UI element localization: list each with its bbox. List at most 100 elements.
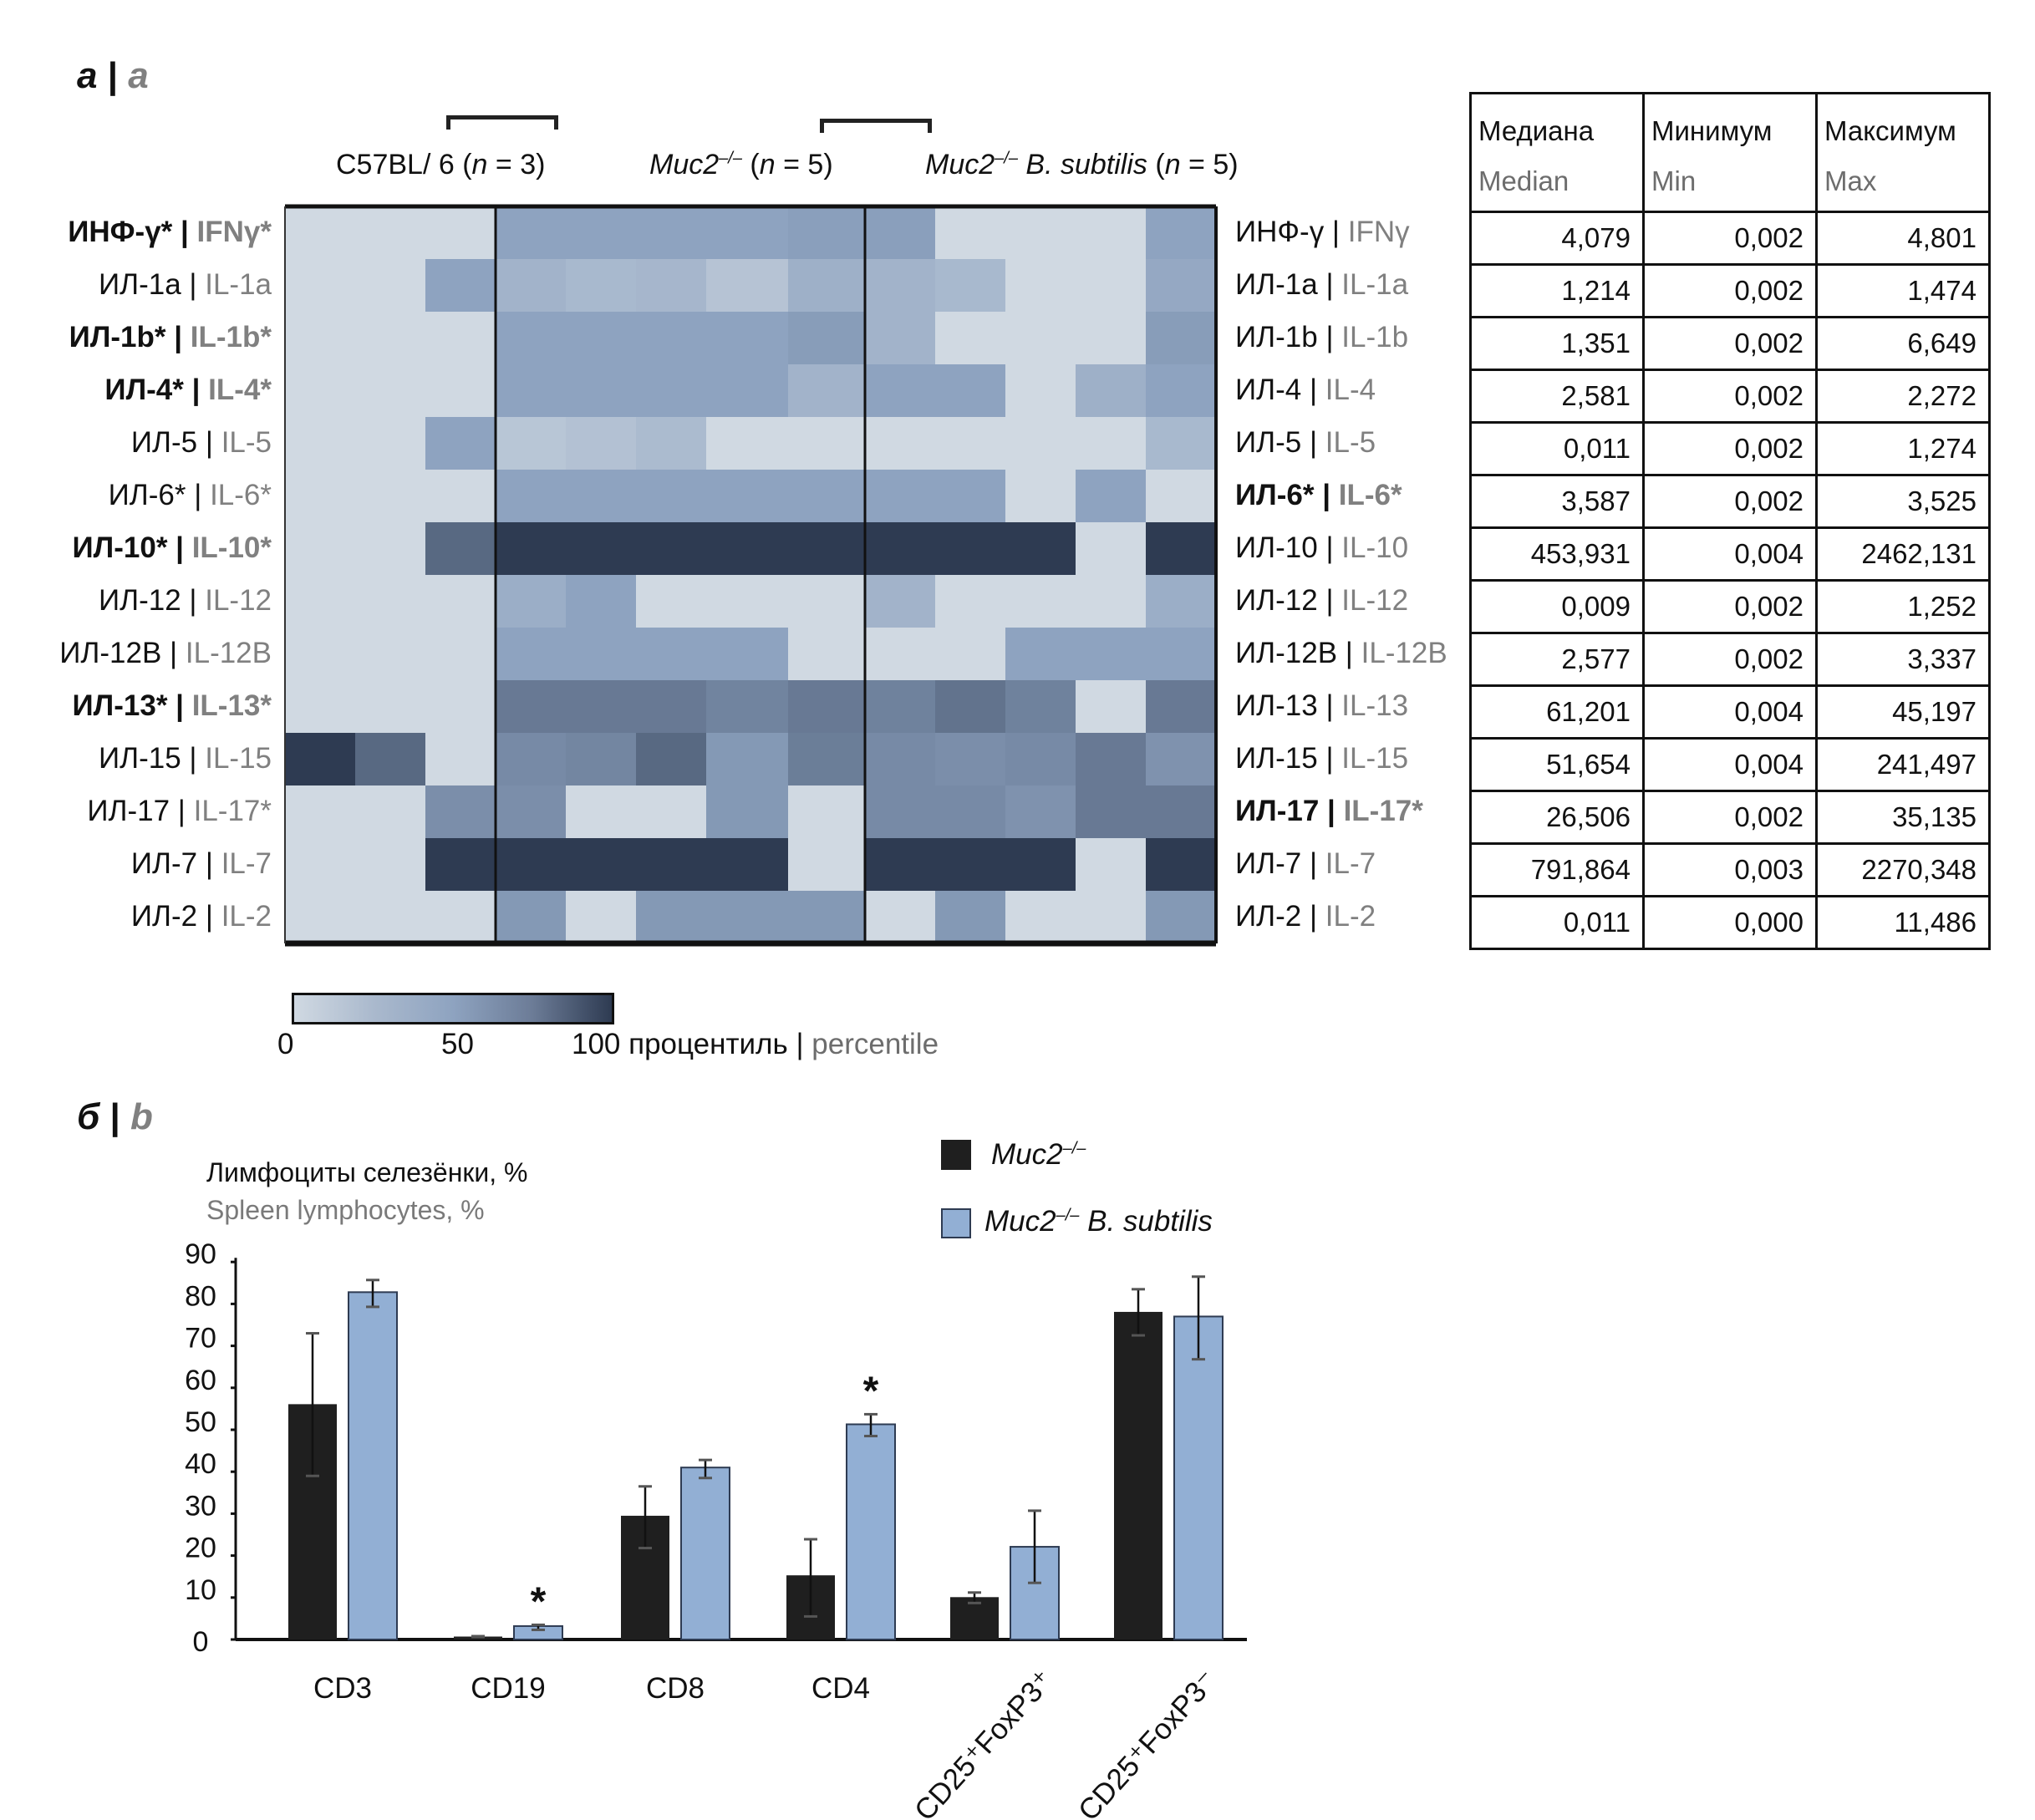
row-label-en: IL-13* bbox=[191, 689, 272, 722]
heatmap-cell bbox=[1076, 364, 1147, 418]
header-max-ru: Максимум bbox=[1824, 115, 1956, 146]
heatmap-cell bbox=[1146, 470, 1217, 523]
heatmap-cell bbox=[1146, 522, 1217, 576]
heatmap-cell bbox=[355, 312, 426, 365]
row-label-ru: ИЛ-10 bbox=[1235, 531, 1318, 564]
group-bracket-1 bbox=[446, 115, 558, 130]
heatmap-cell bbox=[566, 838, 637, 892]
stats-row: 61,201 0,004 45,197 bbox=[1469, 684, 1991, 740]
max-cell: 3,337 bbox=[1815, 632, 1991, 687]
bar-muc2 bbox=[1114, 1311, 1162, 1640]
heatmap-cell bbox=[425, 785, 496, 839]
median-cell: 4,079 bbox=[1469, 211, 1645, 266]
heatmap-cell bbox=[355, 785, 426, 839]
heatmap-cell bbox=[1146, 364, 1217, 418]
heatmap-cell bbox=[935, 785, 1006, 839]
heatmap-cell bbox=[425, 364, 496, 418]
stats-row: 0,011 0,002 1,274 bbox=[1469, 421, 1991, 476]
panel-a-label-ru: а bbox=[77, 55, 98, 96]
heatmap-cell bbox=[865, 680, 936, 734]
y-tick-label: 50 bbox=[185, 1406, 216, 1438]
heatmap-cell bbox=[636, 364, 707, 418]
cytokine-stats-table: Медиана Median Минимум Min Максимум Max 4,0… bbox=[1469, 92, 1991, 950]
bar-muc2 bbox=[950, 1597, 999, 1640]
heatmap-cell bbox=[788, 312, 866, 365]
row-label-ru: ИЛ-10* bbox=[72, 531, 168, 564]
heatmap-cell bbox=[706, 733, 789, 786]
heatmap-cell bbox=[865, 206, 936, 260]
heatmap-cell bbox=[1076, 680, 1147, 734]
row-label-left: ИЛ-10* | IL-10* bbox=[72, 531, 272, 564]
significance-asterisk: * bbox=[531, 1579, 547, 1624]
min-cell: 0,003 bbox=[1642, 842, 1818, 897]
median-cell: 26,506 bbox=[1469, 790, 1645, 845]
heatmap-cell bbox=[425, 259, 496, 313]
colorbar-tick-0: 0 bbox=[277, 1028, 294, 1060]
median-cell: 1,214 bbox=[1469, 263, 1645, 318]
heatmap-cell bbox=[285, 785, 356, 839]
row-label-right: ИЛ-7 | IL-7 bbox=[1235, 847, 1376, 880]
heatmap-cell bbox=[566, 417, 637, 470]
heatmap-cell bbox=[1146, 785, 1217, 839]
heatmap-cell bbox=[355, 891, 426, 944]
heatmap-cell bbox=[496, 838, 567, 892]
group-n: (n = 3) bbox=[454, 149, 546, 180]
min-cell: 0,002 bbox=[1642, 474, 1818, 529]
heatmap-cell bbox=[865, 522, 936, 576]
heatmap-cell bbox=[425, 417, 496, 470]
heatmap-cell bbox=[1005, 364, 1076, 418]
colorbar-label: 100 процентиль | percentile bbox=[572, 1028, 939, 1060]
stats-row: 51,654 0,004 241,497 bbox=[1469, 737, 1991, 792]
row-label-ru: ИЛ-5 bbox=[1235, 426, 1302, 459]
row-label-ru: ИЛ-1b bbox=[1235, 321, 1318, 353]
legend-label-muc2: Muc2–/– bbox=[991, 1138, 1086, 1171]
heatmap-cell bbox=[706, 206, 789, 260]
row-label-right: ИЛ-1a | IL-1a bbox=[1235, 268, 1409, 301]
heatmap-cell bbox=[865, 312, 936, 365]
heatmap-cell bbox=[566, 522, 637, 576]
max-cell: 35,135 bbox=[1815, 790, 1991, 845]
max-cell: 4,801 bbox=[1815, 211, 1991, 266]
heatmap-cell bbox=[1005, 891, 1076, 944]
heatmap-cell bbox=[1005, 628, 1076, 681]
heatmap-cell bbox=[935, 470, 1006, 523]
heatmap-cell bbox=[566, 312, 637, 365]
heatmap-cell bbox=[285, 470, 356, 523]
row-label-en: IL-15 bbox=[205, 742, 272, 775]
heatmap-cell bbox=[935, 364, 1006, 418]
heatmap-cell bbox=[285, 680, 356, 734]
heatmap-cell bbox=[566, 364, 637, 418]
heatmap-cell bbox=[935, 522, 1006, 576]
row-label-en: IL-2 bbox=[1325, 900, 1376, 933]
median-cell: 3,587 bbox=[1469, 474, 1645, 529]
heatmap-cell bbox=[355, 259, 426, 313]
heatmap-cell bbox=[865, 838, 936, 892]
heatmap-cell bbox=[636, 838, 707, 892]
group-n: (n = 5) bbox=[741, 149, 833, 180]
row-label-left: ИЛ-17 | IL-17* bbox=[87, 795, 272, 827]
max-cell: 6,649 bbox=[1815, 316, 1991, 371]
heatmap-cell bbox=[706, 838, 789, 892]
row-label-ru: ИЛ-7 bbox=[130, 847, 198, 880]
row-label-en: IL-12 bbox=[205, 584, 272, 617]
heatmap-cell bbox=[1076, 785, 1147, 839]
heatmap-cell bbox=[285, 312, 356, 365]
min-cell: 0,002 bbox=[1642, 316, 1818, 371]
heatmap-cell bbox=[355, 522, 426, 576]
row-label-en: IL-1a bbox=[1341, 268, 1409, 301]
heatmap-cell bbox=[788, 680, 866, 734]
stats-table-body: 4,079 0,002 4,801 1,214 0,002 1,474 1,351 0,002… bbox=[1469, 211, 1991, 950]
group-bracket-2 bbox=[820, 119, 932, 133]
bar-muc2 bbox=[288, 1404, 337, 1640]
row-label-en: IL-12B bbox=[185, 637, 272, 669]
row-label-left: ИЛ-5 | IL-5 bbox=[130, 426, 272, 459]
max-cell: 45,197 bbox=[1815, 684, 1991, 740]
heatmap-cell bbox=[425, 470, 496, 523]
heatmap-cell bbox=[865, 575, 936, 628]
min-cell: 0,002 bbox=[1642, 632, 1818, 687]
max-cell: 1,474 bbox=[1815, 263, 1991, 318]
heatmap-cell bbox=[496, 628, 567, 681]
row-label-left: ИЛ-6* | IL-6* bbox=[108, 479, 272, 511]
heatmap-cell bbox=[1076, 575, 1147, 628]
max-cell: 2,272 bbox=[1815, 369, 1991, 424]
